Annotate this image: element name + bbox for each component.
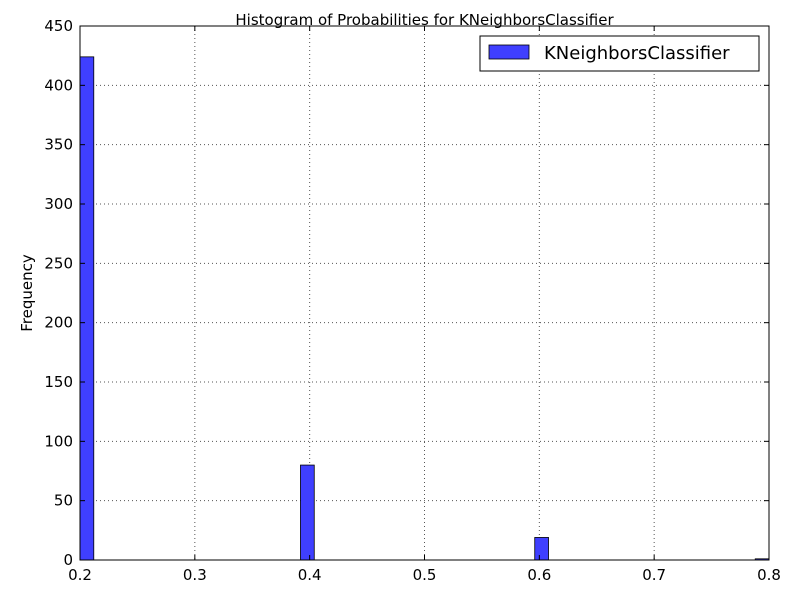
y-tick-label: 300 [44,195,73,213]
legend-label: KNeighborsClassifier [544,43,730,64]
x-tick-label: 0.6 [527,566,551,584]
bars [79,56,770,561]
x-tick-label: 0.5 [413,566,437,584]
x-tick-label: 0.3 [183,566,207,584]
y-tick-label: 100 [44,432,73,450]
y-tick-label: 50 [54,492,73,510]
histogram-bar [300,464,315,561]
x-tick-label: 0.8 [757,566,781,584]
ticks [79,25,770,561]
y-tick-label: 350 [44,136,73,154]
y-tick-label: 0 [63,551,73,569]
tick-labels: 0.2 0.3 0.4 0.5 0.6 0.7 0.8 0 50 100 150 200 250 300 3… [44,17,781,584]
x-tick-label: 0.7 [642,566,666,584]
y-tick-label: 250 [44,254,73,272]
y-tick-label: 400 [44,76,73,94]
y-tick-label: 150 [44,373,73,391]
y-axis-label: Frequency [18,254,36,332]
chart-title: Histogram of Probabilities for KNeighbor… [235,11,614,29]
x-tick-label: 0.2 [68,566,92,584]
y-tick-label: 200 [44,314,73,332]
y-tick-label: 450 [44,17,73,35]
legend: KNeighborsClassifier [479,35,760,72]
x-tick-label: 0.4 [298,566,322,584]
histogram-bar [79,56,95,561]
histogram-bar [534,537,549,561]
legend-swatch [488,44,530,60]
